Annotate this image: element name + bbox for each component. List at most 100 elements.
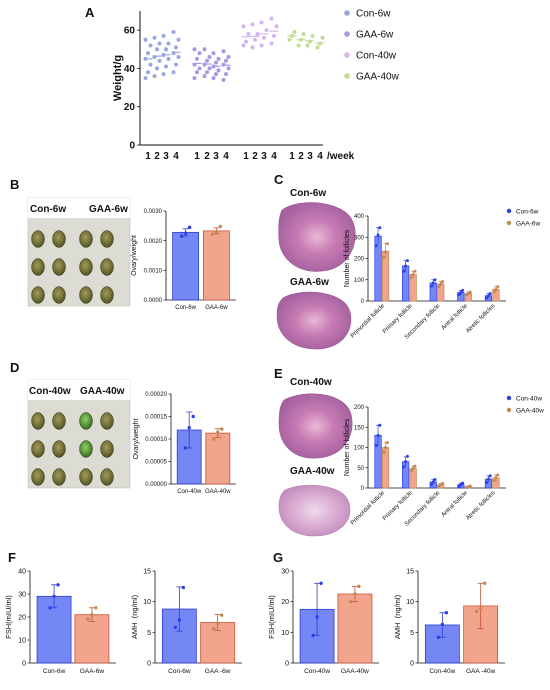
histology-section-gaa40w xyxy=(278,484,351,537)
data-point xyxy=(384,250,388,254)
data-point xyxy=(210,232,215,236)
legend-label: Con-40w xyxy=(356,51,397,62)
y-tick-label: 0 xyxy=(129,141,135,152)
y-tick-label: 0 xyxy=(22,660,26,667)
data-point xyxy=(181,585,186,590)
data-point xyxy=(482,581,487,585)
bar xyxy=(202,230,230,301)
data-point xyxy=(382,255,386,259)
data-point xyxy=(183,446,187,450)
panel-label-d: D xyxy=(10,360,19,375)
data-point xyxy=(385,242,389,246)
data-point xyxy=(376,233,380,237)
data-point xyxy=(320,35,325,40)
legend-marker xyxy=(506,220,512,226)
data-point xyxy=(488,292,492,296)
data-point xyxy=(161,72,166,77)
x-tick-label: 4 xyxy=(271,151,277,162)
ovary-specimen xyxy=(52,258,66,276)
data-point xyxy=(166,56,171,61)
y-tick-label: 0.00000 xyxy=(145,482,167,488)
ovary-weight-40w-chart: 0.00000 0.00005 0.00010 0.00015 0.00020 Ovary… xyxy=(133,392,236,495)
data-point xyxy=(48,606,52,610)
data-point xyxy=(272,33,276,38)
bar xyxy=(74,614,110,664)
x-tick-label: Primordial follicle xyxy=(350,303,387,340)
photo-label-con40w: Con-40w xyxy=(29,386,71,397)
ovary-specimen xyxy=(79,230,93,248)
data-point xyxy=(496,473,500,477)
data-point xyxy=(385,441,389,445)
data-point xyxy=(216,430,220,434)
data-point xyxy=(264,28,269,33)
x-tick-label: 3 xyxy=(163,151,169,162)
data-point xyxy=(211,51,216,56)
data-point xyxy=(161,33,166,38)
y-tick-label: 15 xyxy=(406,568,414,575)
data-point xyxy=(146,51,150,56)
data-point xyxy=(152,35,157,40)
data-point xyxy=(202,74,207,79)
ovary-specimen xyxy=(31,468,45,486)
x-axis-label: /week xyxy=(327,151,355,162)
y-tick-label: 0 xyxy=(361,486,365,492)
ovary-photo-6w: Con-6w GAA-6w xyxy=(27,197,131,307)
ovary-specimen xyxy=(79,468,93,486)
y-tick-label: 0 xyxy=(147,660,151,667)
legend-marker xyxy=(344,73,350,79)
fsh-6w-chart: 0 10 20 30 40 FSH(mIU/ml) Con-6w GAA-6w xyxy=(4,568,116,675)
data-point xyxy=(220,427,224,431)
histology-section-con6w xyxy=(278,202,356,272)
ovary-specimen xyxy=(79,412,93,430)
data-point xyxy=(492,290,496,294)
y-tick-label: 0.00020 xyxy=(145,392,167,398)
y-tick-label: 20 xyxy=(281,599,289,606)
data-point xyxy=(441,482,445,486)
data-point xyxy=(192,76,197,80)
bar xyxy=(172,231,200,301)
data-point xyxy=(431,281,435,285)
x-tick-label: GAA-6w xyxy=(205,305,228,311)
data-point xyxy=(216,68,221,73)
panel-label-b: B xyxy=(10,177,19,192)
data-point xyxy=(353,592,357,596)
legend-marker xyxy=(506,395,512,401)
ovary-specimen xyxy=(52,230,66,248)
legend-label: GAA-6w xyxy=(356,30,394,41)
data-point xyxy=(207,66,212,71)
data-point xyxy=(274,24,279,29)
data-point xyxy=(202,47,207,52)
y-axis-label: FSH(mIU/ml) xyxy=(267,595,276,639)
data-point xyxy=(152,74,157,79)
y-tick-label: 20 xyxy=(124,102,136,113)
y-tick-label: 60 xyxy=(124,26,136,37)
panel-label-e: E xyxy=(274,366,283,381)
ovary-specimen xyxy=(31,258,45,276)
x-tick-label: 2 xyxy=(252,151,258,162)
data-point xyxy=(433,278,437,282)
x-tick-label: GAA -40w xyxy=(466,668,496,675)
data-point xyxy=(485,480,489,484)
data-point xyxy=(166,41,171,46)
ovary-specimen xyxy=(52,412,66,430)
y-tick-label: 200 xyxy=(354,405,365,411)
y-tick-label: 40 xyxy=(124,64,136,75)
data-point xyxy=(492,479,496,483)
x-tick-label: 1 xyxy=(243,151,249,162)
data-point xyxy=(164,47,168,52)
data-point xyxy=(468,484,472,488)
data-point xyxy=(171,30,176,35)
data-point xyxy=(486,294,490,298)
data-point xyxy=(439,282,443,286)
data-point xyxy=(311,633,315,638)
legend-label: Con-40w xyxy=(516,395,542,402)
data-point xyxy=(287,37,292,42)
ovary-weight-6w-chart: 0.0000 0.0010 0.0020 0.0030 Ovary/weight Con-… xyxy=(131,209,236,311)
data-point xyxy=(411,467,415,471)
y-tick-label: 300 xyxy=(354,235,365,241)
y-tick-label: 0 xyxy=(410,660,414,667)
data-point xyxy=(305,43,310,48)
data-point xyxy=(253,37,257,42)
histology-label-con6w: Con-6w xyxy=(290,188,326,199)
data-point xyxy=(259,20,264,25)
